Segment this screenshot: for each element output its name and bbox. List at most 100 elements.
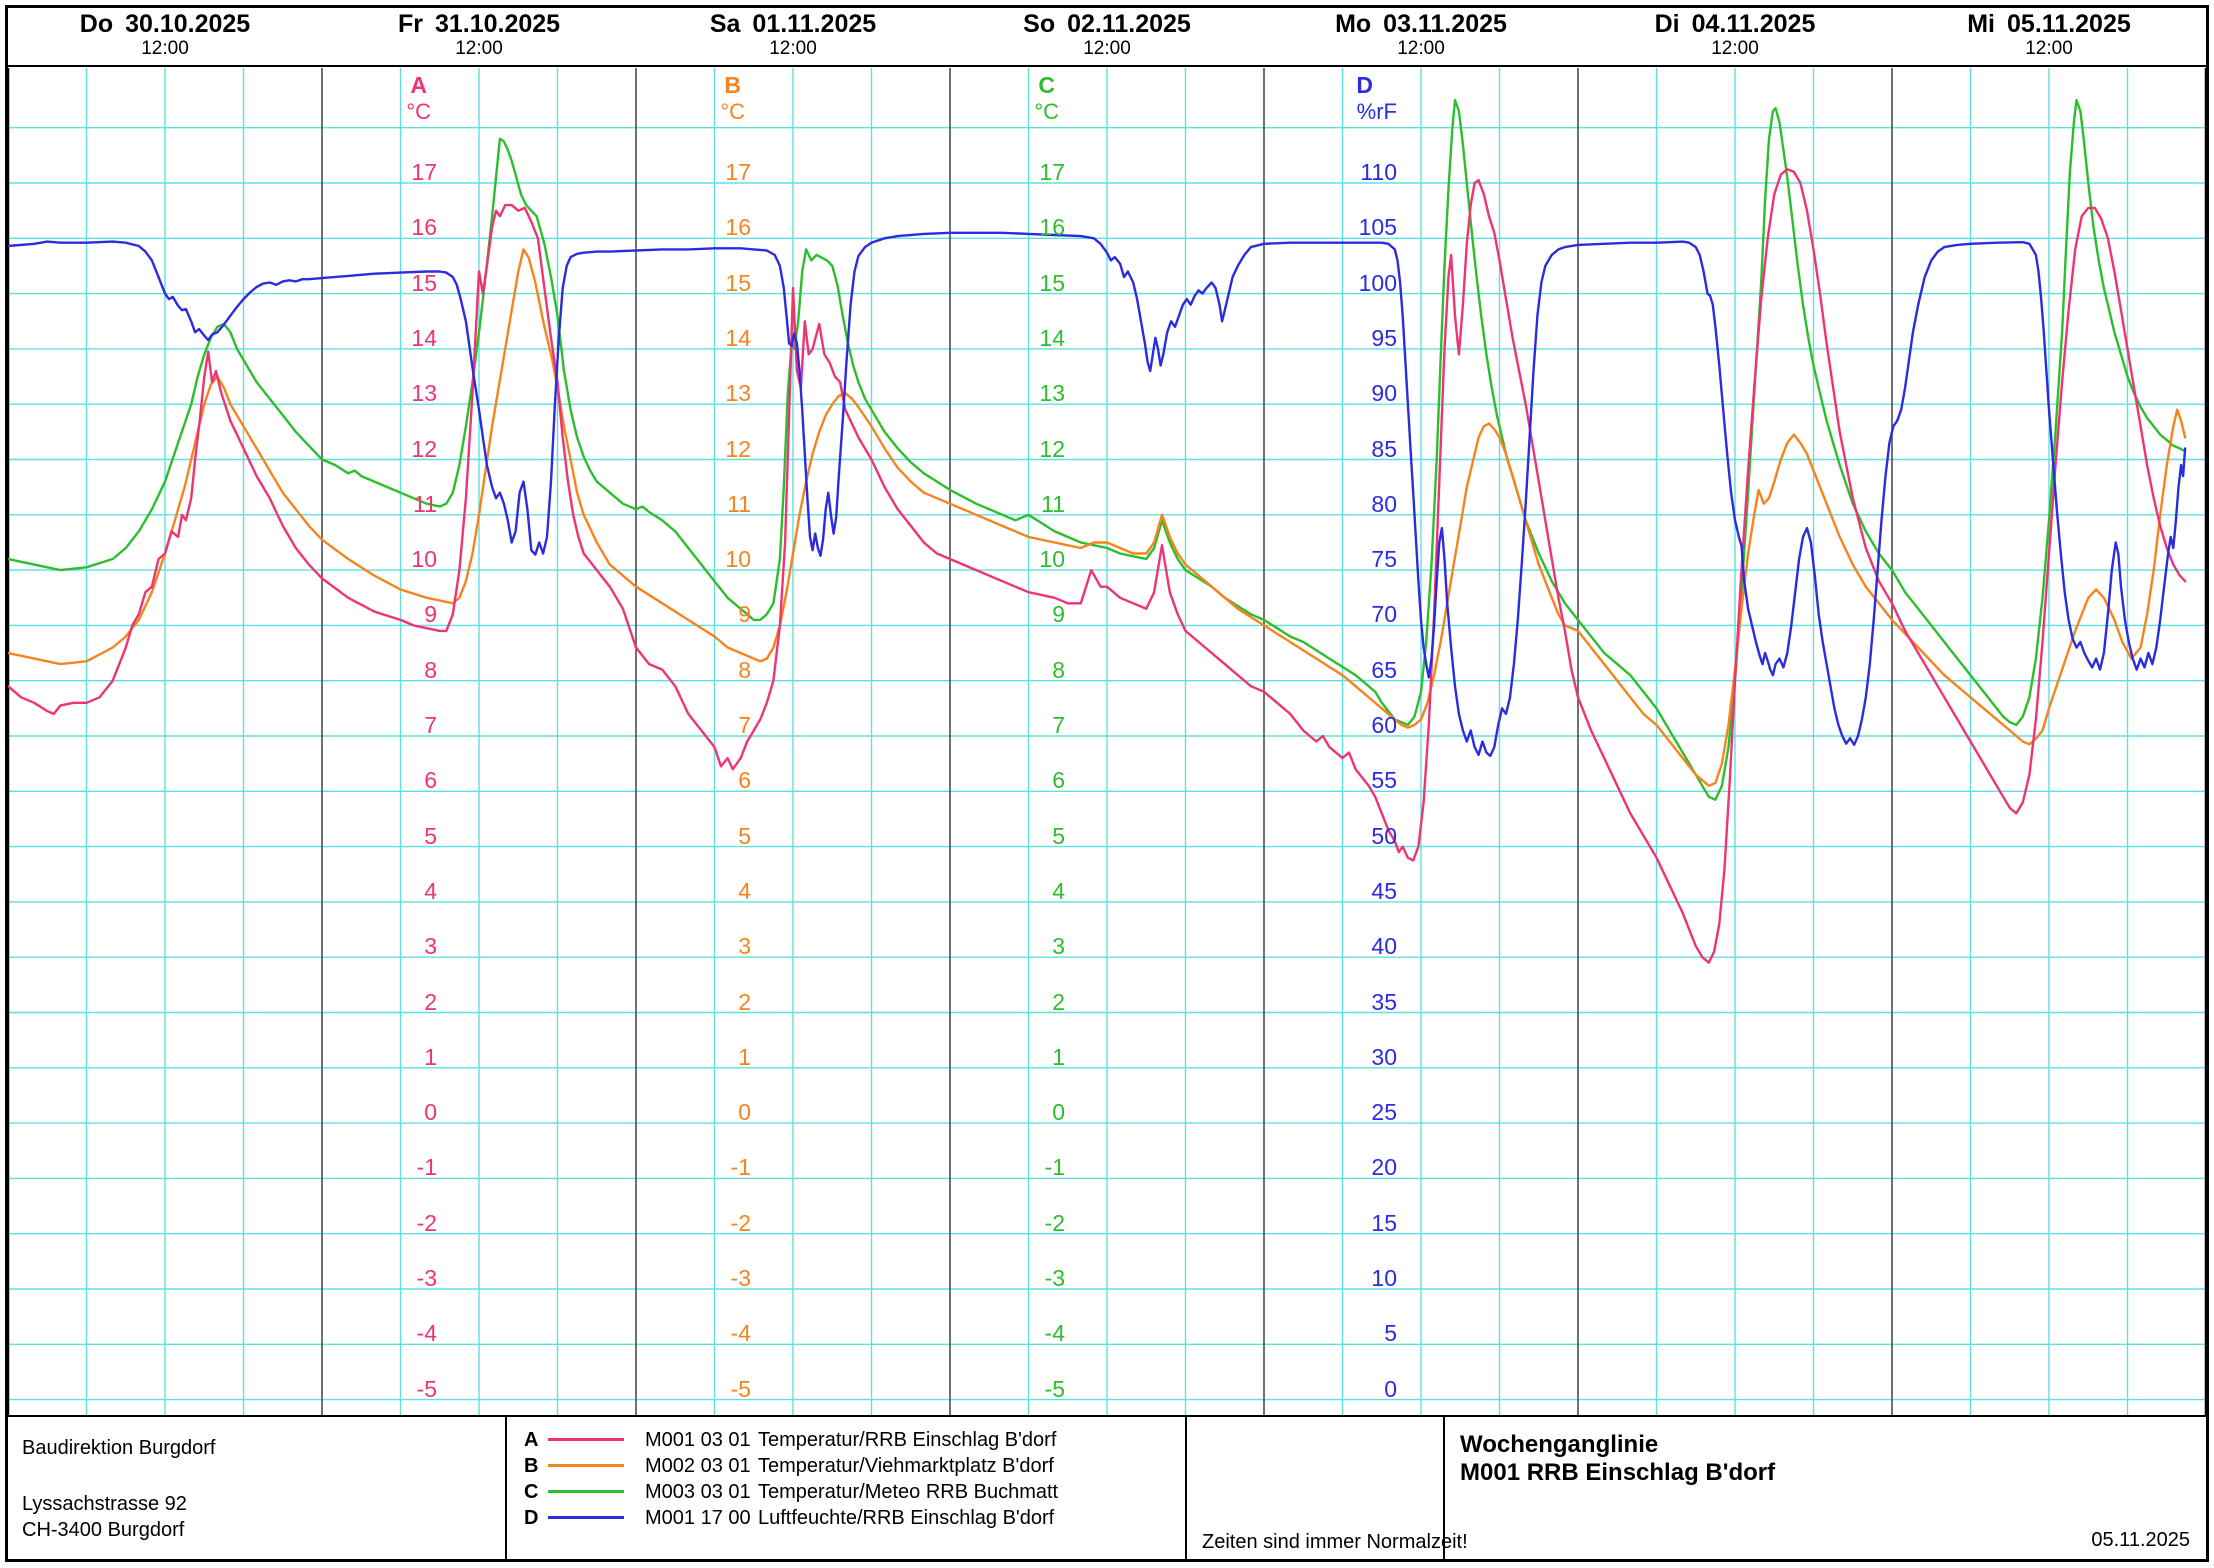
axis-tick-d: 15 (1371, 1209, 1397, 1236)
axis-tick-d: 25 (1371, 1099, 1397, 1126)
axis-tick-a: -2 (416, 1209, 437, 1236)
axis-tick-c: 12 (1039, 435, 1065, 462)
day-header-mo: Mo 03.11.2025 (1261, 10, 1581, 39)
day-header-mi: Mi 05.11.2025 (1889, 10, 2209, 39)
axis-tick-a: 14 (411, 324, 437, 351)
legend-key-b: B (524, 1455, 539, 1477)
axis-tick-b: -2 (730, 1209, 751, 1236)
axis-tick-c: 2 (1052, 988, 1065, 1015)
noon-time-label: 12:00 (2025, 38, 2073, 59)
axis-tick-c: -2 (1044, 1209, 1065, 1236)
day-header-fr: Fr 31.10.2025 (319, 10, 639, 39)
axis-tick-d: 75 (1371, 546, 1397, 573)
axis-tick-a: 6 (424, 767, 437, 794)
axis-tick-c: -3 (1044, 1265, 1065, 1291)
axis-tick-d: 35 (1371, 988, 1397, 1015)
axis-tick-c: -5 (1044, 1375, 1065, 1402)
axis-tick-b: 1 (738, 1043, 751, 1070)
legend-name-a: Temperatur/RRB Einschlag B'dorf (758, 1429, 1057, 1451)
axis-tick-b: 0 (738, 1099, 751, 1126)
org-name: Baudirektion Burgdorf (22, 1437, 216, 1459)
axis-tick-b: -3 (730, 1265, 751, 1291)
axis-tick-c: 14 (1039, 324, 1065, 351)
axis-tick-d: 105 (1358, 214, 1397, 241)
axis-unit-b: °C (720, 99, 745, 124)
legend-name-c: Temperatur/Meteo RRB Buchmatt (758, 1481, 1059, 1503)
axis-tick-a: 7 (424, 712, 437, 738)
day-abbrev: Sa (709, 10, 741, 38)
axis-letter-b: B (724, 72, 741, 98)
curve-d (8, 231, 2187, 758)
axis-tick-c: -4 (1044, 1320, 1065, 1347)
noon-time-label: 12:00 (455, 38, 503, 59)
axis-tick-d: 90 (1371, 380, 1397, 407)
axis-tick-a: -4 (416, 1320, 437, 1347)
timezone-note: Zeiten sind immer Normalzeit! (1202, 1531, 1468, 1553)
legend-code-c: M003 03 01 (645, 1481, 751, 1503)
axis-tick-c: 13 (1039, 380, 1065, 407)
print-date: 05.11.2025 (2091, 1529, 2190, 1551)
axis-tick-c: 8 (1052, 656, 1065, 683)
curves-layer (8, 98, 2187, 964)
axis-tick-a: -1 (416, 1154, 437, 1181)
axis-tick-d: 65 (1371, 656, 1397, 683)
day-header-di: Di 04.11.2025 (1575, 10, 1895, 39)
day-header-so: So 02.11.2025 (947, 10, 1267, 39)
axis-tick-c: 6 (1052, 767, 1065, 794)
axis-tick-d: 80 (1371, 490, 1397, 517)
day-date: 05.11.2025 (2007, 10, 2131, 38)
axis-tick-b: 4 (738, 877, 751, 904)
legend-line-swatch-c (548, 1490, 624, 1493)
day-abbrev: Di (1654, 10, 1680, 38)
axis-tick-b: 12 (725, 435, 751, 462)
footer-divider-2 (1185, 1417, 1187, 1561)
axis-tick-b: 6 (738, 767, 751, 794)
axis-tick-c: 11 (1041, 490, 1065, 517)
axis-tick-b: 3 (738, 933, 751, 960)
curve-a (8, 167, 2187, 964)
legend-key-d: D (524, 1507, 539, 1529)
axis-tick-c: 4 (1052, 877, 1065, 904)
axis-unit-d: %rF (1356, 99, 1397, 124)
header-separator (5, 65, 2209, 67)
curve-b (8, 248, 2187, 787)
axis-letter-d: D (1356, 72, 1373, 98)
legend-key-c: C (524, 1481, 539, 1503)
axis-tick-c: 1 (1052, 1043, 1065, 1070)
axis-tick-c: 16 (1039, 214, 1065, 241)
axis-tick-a: 17 (411, 159, 437, 185)
axis-tick-b: 5 (738, 822, 751, 849)
axis-tick-c: 17 (1039, 159, 1065, 185)
axis-tick-d: 45 (1371, 877, 1397, 904)
noon-time-label: 12:00 (141, 38, 189, 59)
axis-tick-a: 12 (411, 435, 437, 462)
day-abbrev: So (1023, 10, 1056, 38)
axis-tick-d: 55 (1371, 767, 1397, 794)
axis-tick-a: 4 (424, 877, 437, 904)
axis-unit-c: °C (1034, 99, 1059, 124)
axis-tick-c: -1 (1044, 1154, 1065, 1181)
axis-tick-a: 2 (424, 988, 437, 1015)
footer-separator (5, 1415, 2209, 1417)
axis-tick-d: 50 (1371, 822, 1397, 849)
axis-tick-c: 5 (1052, 822, 1065, 849)
axis-tick-d: 110 (1360, 159, 1397, 185)
axis-tick-b: 15 (725, 269, 751, 296)
org-street: Lyssachstrasse 92 (22, 1493, 187, 1515)
day-header-sa: Sa 01.11.2025 (633, 10, 953, 39)
axis-tick-b: 11 (727, 490, 751, 517)
axis-tick-a: 5 (424, 822, 437, 849)
axis-tick-a: -3 (416, 1265, 437, 1291)
report-title: Wochenganglinie (1460, 1431, 1659, 1458)
axis-tick-b: 14 (725, 324, 751, 351)
axis-tick-a: 11 (413, 490, 437, 517)
noon-time-label: 12:00 (1711, 38, 1759, 59)
axis-tick-d: 20 (1371, 1154, 1397, 1181)
page-border (5, 5, 2209, 1562)
legend-name-b: Temperatur/Viehmarktplatz B'dorf (758, 1455, 1054, 1477)
axis-tick-a: 13 (411, 380, 437, 407)
axis-tick-b: 13 (725, 380, 751, 407)
axis-tick-d: 5 (1384, 1320, 1397, 1347)
axis-tick-a: 3 (424, 933, 437, 960)
